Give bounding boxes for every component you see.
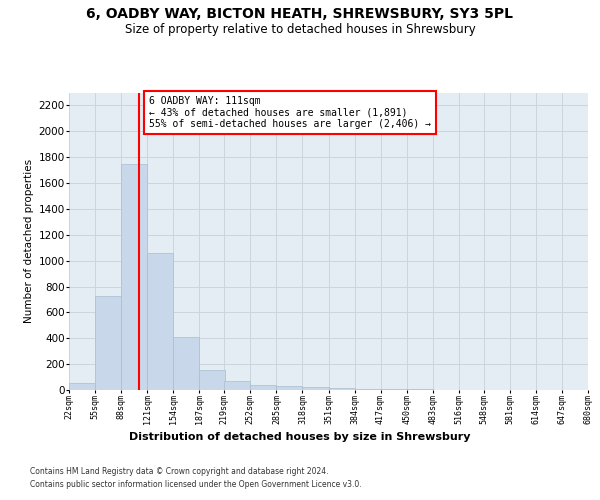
- Bar: [329, 388, 355, 390]
- Bar: [277, 386, 302, 390]
- Bar: [121, 164, 147, 390]
- Bar: [147, 253, 173, 390]
- Text: 6 OADBY WAY: 111sqm
← 43% of detached houses are smaller (1,891)
55% of semi-det: 6 OADBY WAY: 111sqm ← 43% of detached ho…: [149, 96, 431, 129]
- Bar: [173, 337, 199, 390]
- Text: Distribution of detached houses by size in Shrewsbury: Distribution of detached houses by size …: [129, 432, 471, 442]
- Text: Size of property relative to detached houses in Shrewsbury: Size of property relative to detached ho…: [125, 22, 475, 36]
- Bar: [95, 296, 121, 390]
- Text: Contains HM Land Registry data © Crown copyright and database right 2024.: Contains HM Land Registry data © Crown c…: [30, 468, 329, 476]
- Bar: [69, 383, 95, 390]
- Bar: [250, 385, 277, 390]
- Text: Contains public sector information licensed under the Open Government Licence v3: Contains public sector information licen…: [30, 480, 362, 489]
- Bar: [302, 388, 329, 390]
- Bar: [199, 370, 225, 390]
- Bar: [355, 388, 380, 390]
- Bar: [224, 381, 250, 390]
- Y-axis label: Number of detached properties: Number of detached properties: [25, 159, 34, 324]
- Bar: [380, 389, 407, 390]
- Text: 6, OADBY WAY, BICTON HEATH, SHREWSBURY, SY3 5PL: 6, OADBY WAY, BICTON HEATH, SHREWSBURY, …: [86, 8, 514, 22]
